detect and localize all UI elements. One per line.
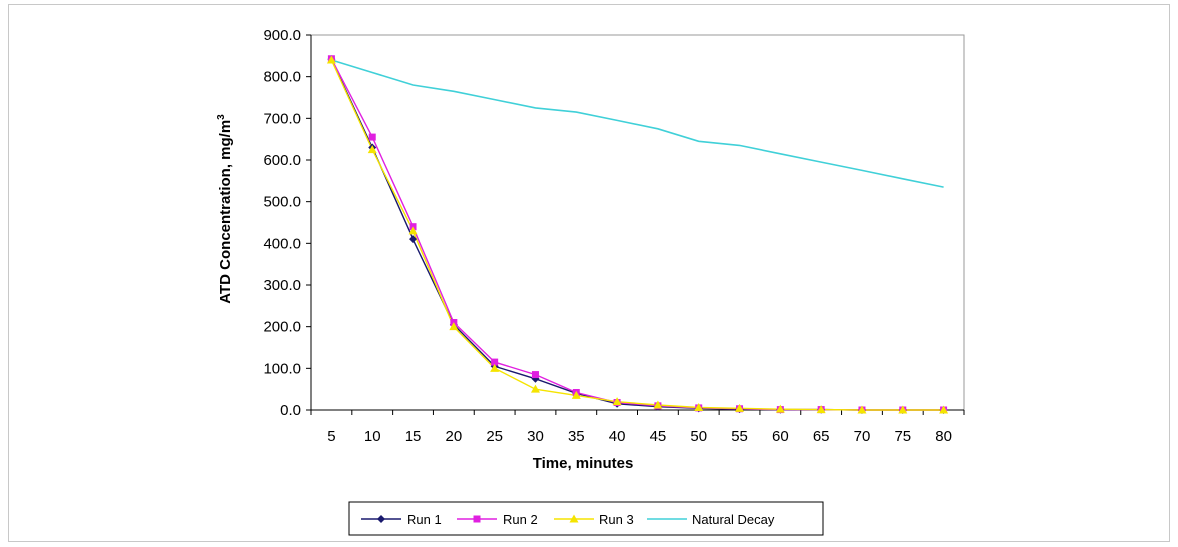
x-tick-label: 65 [813,428,830,445]
y-tick-labels: 0.0 100.0 200.0 300.0 400.0 500.0 600.0 700.0 80… [263,27,301,419]
x-tick-label: 55 [731,428,748,445]
y-tick-label: 500.0 [263,194,301,211]
legend-label-natural-decay: Natural Decay [692,512,775,527]
y-tick-label: 600.0 [263,152,301,169]
x-tick-label: 25 [486,428,503,445]
data-point-run-2 [531,371,539,379]
data-point-run-3 [775,404,785,413]
series-line-run-1 [330,58,944,411]
data-point-run-3 [694,403,704,411]
data-point-run-3 [816,405,826,414]
chart-frame: 0.0 100.0 200.0 300.0 400.0 500.0 600.0 700.0 80… [8,4,1170,542]
chart-axes [306,34,965,415]
data-point-run-3 [857,405,867,414]
series-line-run-2 [330,58,944,411]
data-point-run-3 [612,397,622,406]
data-point-run-3 [898,405,908,414]
y-axis-title: ATD Concentration, mg/m3 [216,114,234,304]
data-point-run-3 [326,55,336,64]
x-tick-label: 35 [568,428,585,445]
x-tick-labels: 5 10 15 20 25 30 35 40 45 50 55 60 65 70 75 80 [327,428,952,445]
x-tick-label: 10 [364,428,381,445]
data-point-run-3 [530,384,540,393]
legend-marker-run-3 [569,514,579,523]
x-tick-label: 50 [690,428,707,445]
y-tick-label: 700.0 [263,110,301,127]
data-point-run-3 [408,226,418,235]
data-point-run-2 [368,133,376,141]
x-tick-label: 70 [854,428,871,445]
data-point-run-2 [491,358,499,366]
series-lines [330,58,944,411]
series-line-run-3 [330,59,944,411]
legend-marker-run-1 [377,515,385,523]
legend-label-run-2: Run 2 [503,512,538,527]
line-chart: 0.0 100.0 200.0 300.0 400.0 500.0 600.0 700.0 80… [216,27,965,536]
data-point-run-3 [367,145,377,154]
legend-label-run-3: Run 3 [599,512,634,527]
y-tick-label: 0.0 [280,402,301,419]
x-tick-label: 45 [650,428,667,445]
y-tick-label: 900.0 [263,27,301,44]
x-tick-label: 60 [772,428,789,445]
legend-marker-run-2 [473,515,481,523]
x-axis-title: Time, minutes [533,455,634,472]
x-tick-label: 40 [609,428,626,445]
y-tick-label: 400.0 [263,235,301,252]
x-tick-label: 20 [446,428,463,445]
series-line-natural-decay [331,59,944,188]
legend-label-run-1: Run 1 [407,512,442,527]
y-tick-label: 300.0 [263,277,301,294]
data-point-run-3 [939,405,949,414]
x-tick-label: 30 [527,428,544,445]
data-point-run-3 [571,390,581,399]
x-tick-label: 5 [327,428,335,445]
data-point-run-3 [735,403,745,412]
y-tick-label: 200.0 [263,319,301,336]
y-tick-label: 100.0 [263,360,301,377]
data-point-run-1 [409,235,418,244]
x-tick-label: 15 [405,428,422,445]
x-tick-label: 75 [894,428,911,445]
data-point-run-3 [449,322,459,331]
y-tick-label: 800.0 [263,69,301,86]
data-point-run-3 [490,363,500,372]
series-markers [326,55,949,414]
x-tick-label: 80 [935,428,952,445]
legend: Run 1 Run 2 Run 3 Natural Decay [348,501,824,536]
data-point-run-3 [653,400,663,409]
